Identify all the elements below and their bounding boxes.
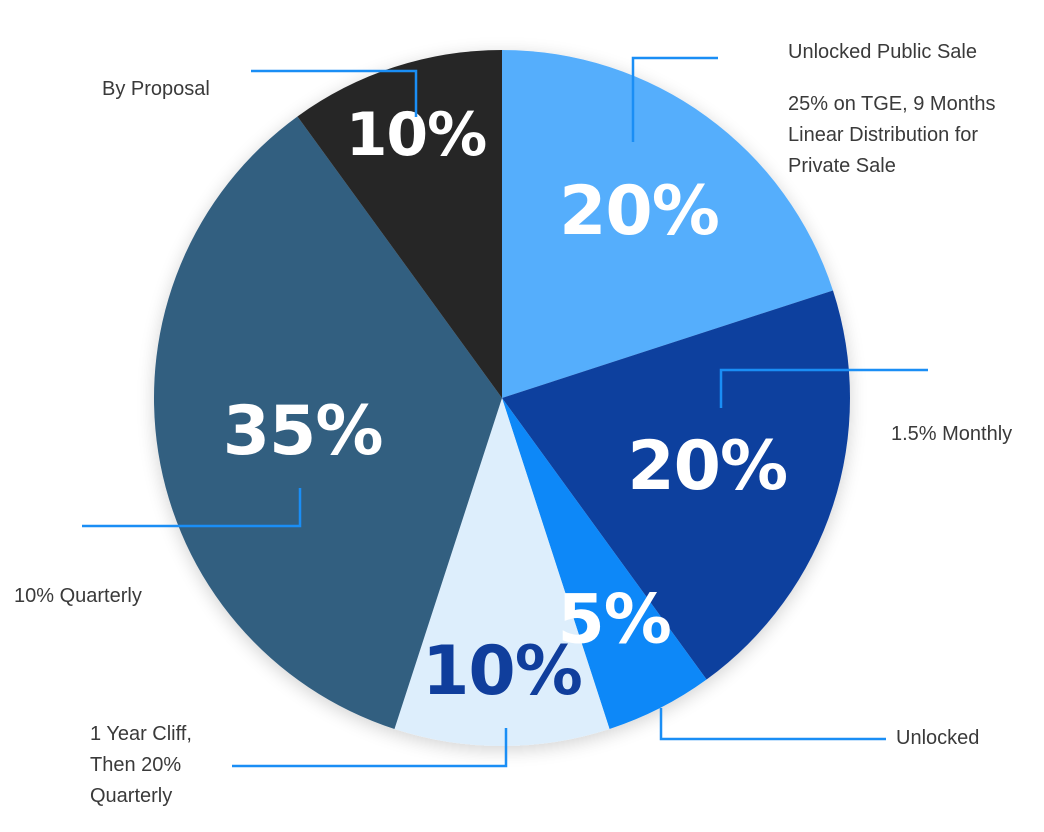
- annotation-line: Linear Distribution for: [788, 124, 979, 146]
- leader-line: [232, 728, 508, 768]
- slice-value-label: 20%: [627, 427, 787, 506]
- pie-value-labels: 20%20%5%10%35%10%: [223, 100, 788, 711]
- slice-annotation: Unlocked: [896, 723, 979, 754]
- pie-slice: [297, 50, 502, 398]
- slice-value-label: 20%: [559, 172, 719, 251]
- annotation-line: 25% on TGE, 9 Months: [788, 93, 996, 115]
- slice-annotation: 25% on TGE, 9 Months Linear Distribution …: [788, 89, 996, 182]
- leader-line: [82, 488, 302, 528]
- slice-value-label: 10%: [422, 632, 582, 711]
- leader-line: [251, 69, 418, 117]
- annotation-line: 10% Quarterly: [14, 585, 142, 607]
- pie-slice: [394, 398, 610, 747]
- annotation-line: Quarterly: [90, 785, 173, 807]
- leader-line: [659, 708, 886, 741]
- slice-annotation: 10% Quarterly: [14, 581, 142, 612]
- slice-value-label: 35%: [223, 392, 383, 471]
- annotation-line: Unlocked Public Sale: [788, 41, 977, 63]
- slice-annotation: By Proposal: [102, 74, 210, 105]
- annotation-line: Unlocked: [896, 727, 980, 749]
- pie-slice: [502, 398, 707, 729]
- annotation-line: Private Sale: [788, 155, 896, 177]
- pie-slice: [502, 290, 851, 680]
- annotation-line: By Proposal: [102, 78, 210, 100]
- slice-annotation: 1.5% Monthly: [891, 419, 1012, 450]
- slice-annotation: Unlocked Public Sale: [788, 37, 977, 68]
- leader-line: [631, 56, 718, 142]
- pie-slice: [502, 50, 833, 398]
- pie-slice: [153, 116, 502, 729]
- slice-annotation: 1 Year Cliff, Then 20% Quarterly: [90, 719, 192, 812]
- annotation-line: 1.5% Monthly: [891, 423, 1013, 445]
- pie-slices: [153, 50, 851, 747]
- slice-value-label: 5%: [557, 581, 670, 660]
- leader-lines: [82, 56, 928, 768]
- annotation-line: 1 Year Cliff,: [90, 723, 192, 745]
- leader-line: [719, 368, 928, 408]
- annotation-line: Then 20%: [90, 754, 182, 776]
